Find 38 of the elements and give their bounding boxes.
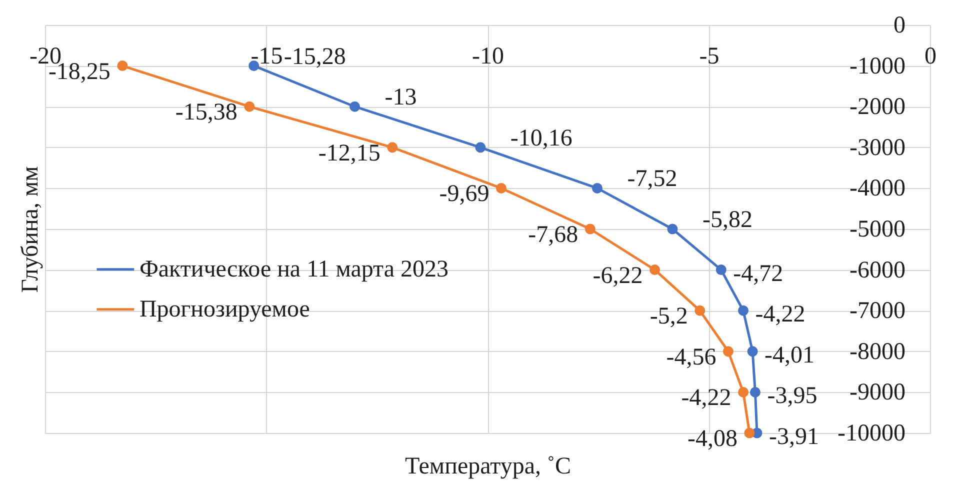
y-tick-label: 0 (894, 12, 906, 38)
x-tick-label: 0 (924, 44, 936, 70)
data-label: -12,15 (318, 140, 380, 166)
y-tick-label: -2000 (850, 94, 906, 120)
data-label: -4,72 (733, 260, 784, 287)
data-label: -15,38 (175, 100, 238, 126)
y-tick-label: -6000 (850, 257, 906, 284)
y-tick-label: -4000 (850, 176, 906, 202)
data-label: -4,56 (666, 344, 716, 370)
data-label: -5,2 (650, 304, 688, 330)
data-label: -7,52 (627, 166, 678, 192)
y-tick-label: -10000 (838, 420, 906, 446)
data-label: -4,22 (681, 385, 732, 412)
y-tick-label: -3000 (850, 134, 906, 161)
legend-label: Фактическое на 11 марта 2023 (139, 256, 448, 282)
data-label: -4,08 (687, 426, 738, 452)
data-label: -15,28 (284, 44, 346, 70)
data-label: -5,82 (702, 207, 752, 233)
y-tick-label: -7000 (850, 298, 906, 324)
data-label: -3,95 (767, 383, 818, 410)
legend-label: Прогнозируемое (139, 296, 310, 322)
data-label: -13 (384, 84, 417, 111)
data-label: -4,22 (755, 302, 806, 328)
data-label: -4,01 (764, 342, 815, 368)
data-label: -7,68 (528, 222, 578, 248)
y-tick-label: -5000 (850, 216, 906, 242)
y-tick-label: -9000 (850, 380, 906, 406)
data-label: -3,91 (768, 424, 819, 450)
x-tick-label: -5 (699, 44, 720, 70)
y-tick-label: -8000 (850, 338, 906, 365)
x-tick-label: -10 (472, 44, 504, 70)
y-axis-title: Глубина, мм (18, 166, 44, 293)
x-axis-title: Температура, ˚С (405, 454, 571, 480)
data-label: -6,22 (592, 262, 643, 289)
y-tick-label: -1000 (850, 53, 906, 80)
data-label: -9,69 (439, 181, 490, 208)
data-label: -10,16 (510, 125, 572, 152)
x-tick-label: -15 (250, 44, 283, 70)
